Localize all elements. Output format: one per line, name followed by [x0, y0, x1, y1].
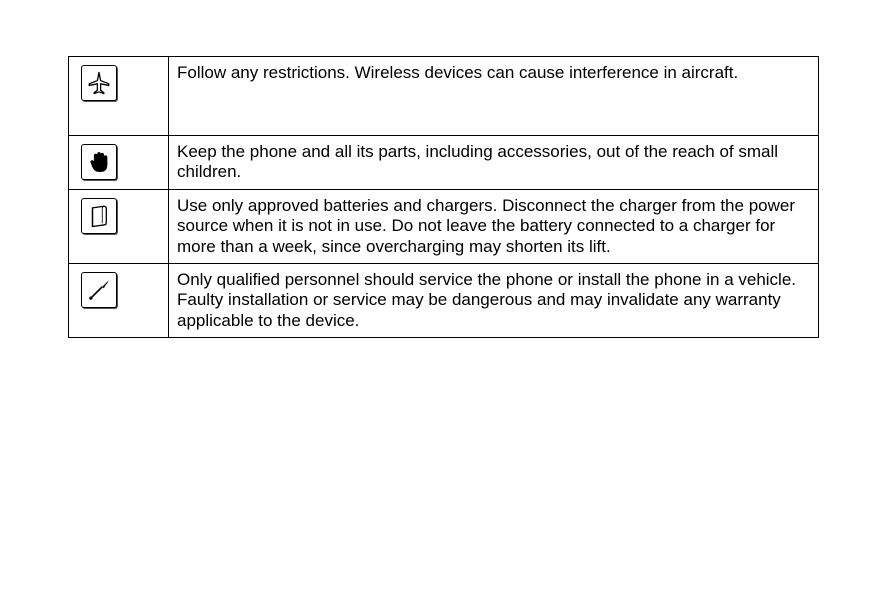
- table-row: Use only approved batteries and chargers…: [69, 189, 819, 263]
- manual-book-icon: [81, 198, 117, 234]
- icon-cell: [69, 57, 169, 136]
- airplane-icon: [81, 65, 117, 101]
- safety-text: Keep the phone and all its parts, includ…: [169, 136, 819, 190]
- safety-text: Follow any restrictions. Wireless device…: [169, 57, 819, 136]
- icon-cell: [69, 189, 169, 263]
- safety-text: Only qualified personnel should service …: [169, 263, 819, 337]
- table-row: Only qualified personnel should service …: [69, 263, 819, 337]
- screwdriver-icon: [81, 272, 117, 308]
- table-row: Follow any restrictions. Wireless device…: [69, 57, 819, 136]
- table-row: Keep the phone and all its parts, includ…: [69, 136, 819, 190]
- safety-info-table: Follow any restrictions. Wireless device…: [68, 56, 819, 338]
- icon-cell: [69, 136, 169, 190]
- safety-text: Use only approved batteries and chargers…: [169, 189, 819, 263]
- icon-cell: [69, 263, 169, 337]
- hand-stop-icon: [81, 144, 117, 180]
